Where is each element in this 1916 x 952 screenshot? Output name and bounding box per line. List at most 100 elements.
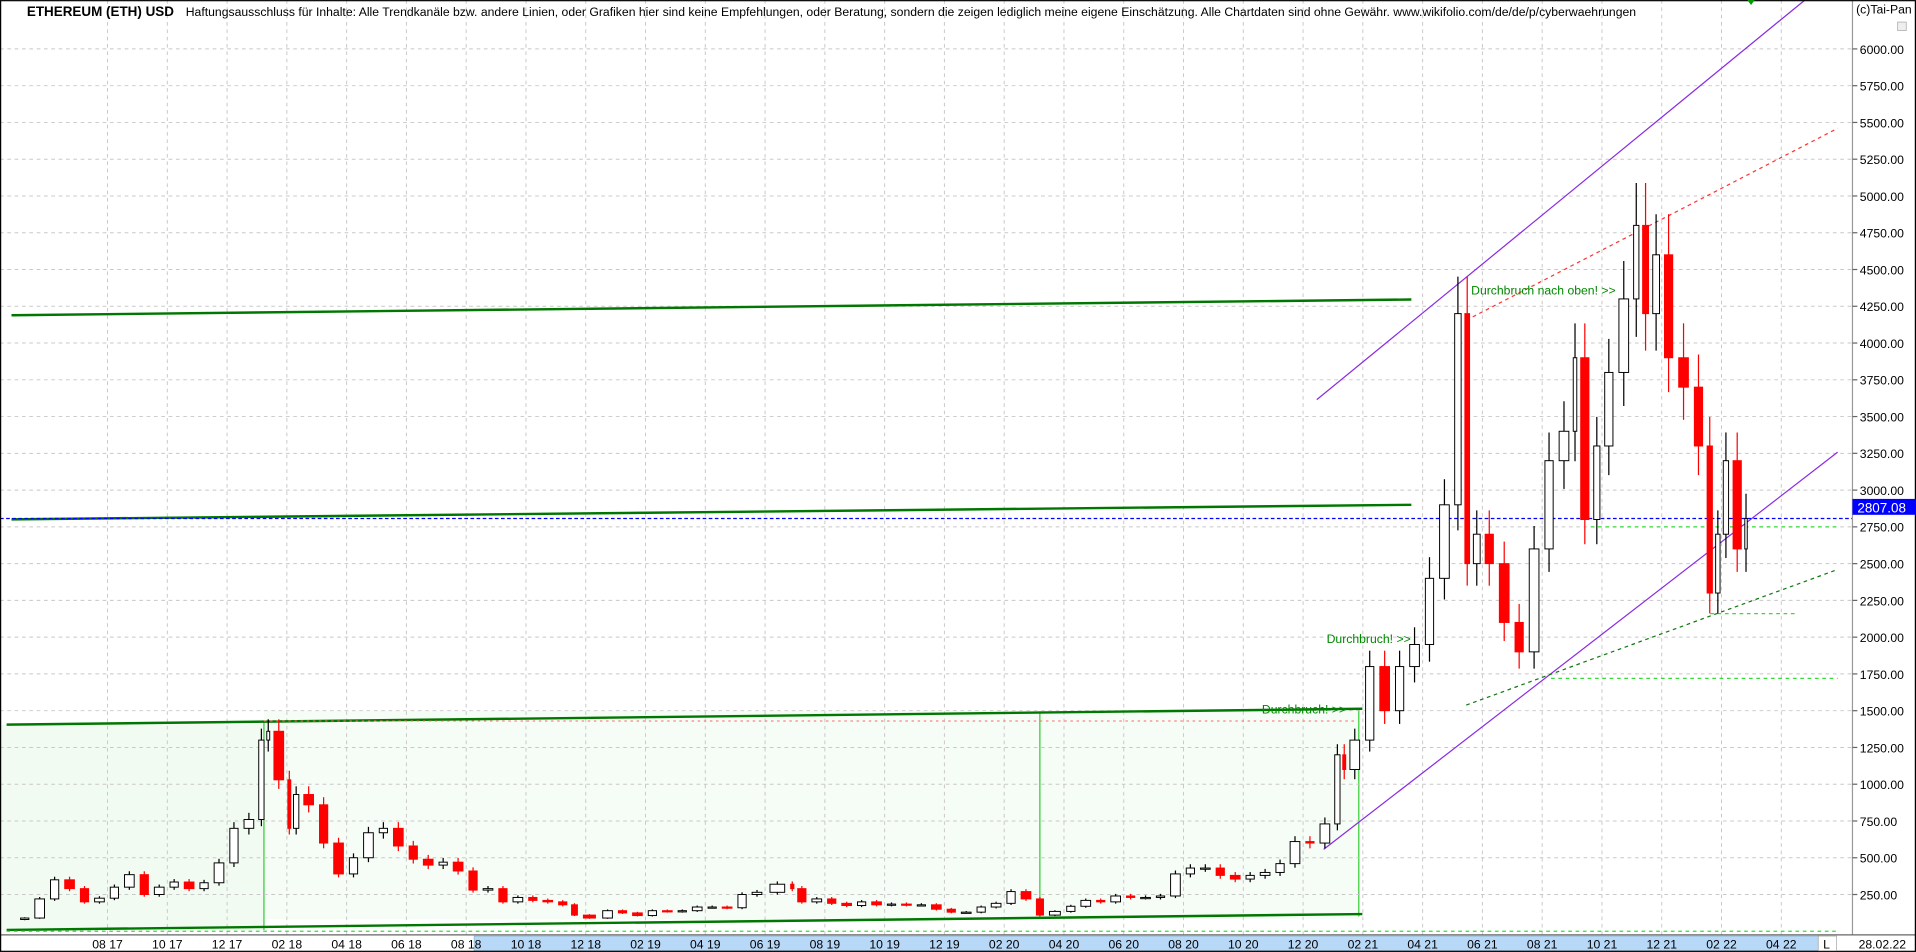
candle-up bbox=[348, 857, 359, 875]
candle-down bbox=[1732, 460, 1742, 550]
candle-down bbox=[542, 899, 554, 903]
candle-up bbox=[1633, 224, 1640, 300]
candle-up bbox=[976, 906, 986, 913]
x-tick-label: 02 22 bbox=[1706, 937, 1737, 951]
trendline-support-thick bbox=[11, 503, 1412, 521]
y-tick-label: 1000.00 bbox=[1860, 778, 1904, 792]
candle-up bbox=[1652, 254, 1660, 315]
candle-down bbox=[1484, 533, 1494, 565]
candle-up bbox=[1544, 460, 1554, 550]
candle-down bbox=[183, 881, 195, 890]
candle-up bbox=[769, 883, 786, 893]
candle-up bbox=[1722, 460, 1730, 535]
candle-up bbox=[438, 861, 448, 866]
candle-up bbox=[1048, 910, 1061, 916]
y-tick-label: 3500.00 bbox=[1860, 410, 1904, 424]
x-tick-label: 12 19 bbox=[929, 937, 960, 951]
candle-up bbox=[1558, 430, 1570, 462]
candle-down bbox=[1642, 224, 1649, 315]
x-tick-label: 04 19 bbox=[690, 937, 721, 951]
x-tick-label: 02 18 bbox=[272, 937, 303, 951]
candle-down bbox=[273, 730, 285, 781]
candle-up bbox=[1618, 298, 1630, 373]
candle-up bbox=[1365, 666, 1375, 741]
candle-up bbox=[1199, 867, 1211, 870]
candle-down bbox=[901, 903, 912, 906]
candle-up bbox=[1275, 863, 1285, 873]
y-tick-label: 5250.00 bbox=[1860, 153, 1904, 167]
candle-down bbox=[1305, 841, 1315, 844]
x-tick-label: 10 19 bbox=[869, 937, 900, 951]
candle-up bbox=[602, 910, 613, 919]
scale-button[interactable] bbox=[1817, 935, 1837, 952]
candle-up bbox=[751, 891, 763, 896]
candle-down bbox=[64, 879, 75, 890]
trendline-support-thick bbox=[6, 707, 1363, 726]
candle-up bbox=[266, 730, 271, 741]
candle-up bbox=[886, 903, 897, 906]
x-tick-label: 06 20 bbox=[1108, 937, 1139, 951]
candle-down bbox=[1464, 313, 1471, 565]
candle-up bbox=[1080, 899, 1092, 907]
candle-up bbox=[1110, 895, 1121, 903]
candle-down bbox=[661, 910, 673, 913]
candle-up bbox=[1715, 533, 1721, 594]
candle-down bbox=[392, 827, 404, 847]
trendlines bbox=[0, 0, 1853, 932]
collapse-button[interactable] bbox=[1897, 21, 1907, 31]
candle-down bbox=[827, 898, 837, 904]
candle-up bbox=[811, 898, 823, 903]
shaded-range-2017 bbox=[0, 724, 264, 930]
candle-down bbox=[319, 804, 329, 844]
last-price-badge bbox=[1852, 498, 1916, 515]
candle-down bbox=[139, 874, 149, 896]
candle-down bbox=[468, 870, 478, 891]
candle-up bbox=[243, 819, 255, 829]
x-tick-label: 02 21 bbox=[1348, 937, 1379, 951]
last-price-label: 2807.08 bbox=[1857, 500, 1906, 515]
trendline-support-thick bbox=[11, 298, 1412, 317]
y-tick-label: 250.00 bbox=[1860, 888, 1898, 902]
candle-up bbox=[1472, 533, 1481, 565]
y-tick-label: 1250.00 bbox=[1860, 741, 1904, 755]
x-tick-label: 04 18 bbox=[331, 937, 362, 951]
candle-down bbox=[1706, 445, 1713, 594]
candle-up bbox=[1744, 517, 1748, 550]
candle-up bbox=[1394, 666, 1405, 712]
y-tick-label: 6000.00 bbox=[1860, 43, 1904, 57]
x-tick-label: 08 20 bbox=[1168, 937, 1199, 951]
candle-down bbox=[528, 896, 538, 901]
x-tick-label: 06 19 bbox=[750, 937, 781, 951]
candle-up bbox=[363, 832, 374, 859]
shaded-range-2018-2020 bbox=[263, 711, 1359, 919]
y-tick-label: 3000.00 bbox=[1860, 484, 1904, 498]
candle-up bbox=[1289, 841, 1301, 865]
candle-up bbox=[123, 874, 135, 888]
x-tick-label: 12 18 bbox=[570, 937, 601, 951]
y-tick-label: 2750.00 bbox=[1860, 521, 1904, 535]
x-tick-label: 08 17 bbox=[92, 937, 123, 951]
x-tick-label: 06 18 bbox=[391, 937, 422, 951]
y-tick-label: 5500.00 bbox=[1860, 116, 1904, 130]
candle-down bbox=[408, 845, 418, 860]
trendline-channel bbox=[1316, 0, 1806, 401]
candle-up bbox=[512, 896, 524, 903]
candle-up bbox=[258, 739, 265, 821]
candle-up bbox=[691, 906, 703, 912]
candle-down bbox=[582, 914, 596, 919]
y-tick-label: 500.00 bbox=[1860, 852, 1898, 866]
x-tick-label: 08 18 bbox=[451, 937, 482, 951]
candle-down bbox=[946, 908, 956, 913]
candle-up bbox=[1439, 504, 1450, 579]
candle-down bbox=[558, 901, 568, 906]
candle-up bbox=[94, 897, 105, 903]
copyright-label: (c)Tai-Pan bbox=[1856, 2, 1912, 16]
x-tick-label: 08 21 bbox=[1527, 937, 1558, 951]
candle-down bbox=[841, 902, 853, 907]
candle-down bbox=[422, 858, 434, 866]
x-tick-label: 04 22 bbox=[1766, 937, 1797, 951]
annotation-label: Durchbruch! >> bbox=[1327, 632, 1411, 646]
candle-up bbox=[990, 902, 1002, 908]
annotation-label: Durchbruch nach oben! >> bbox=[1471, 284, 1616, 298]
candle-down bbox=[790, 883, 795, 890]
